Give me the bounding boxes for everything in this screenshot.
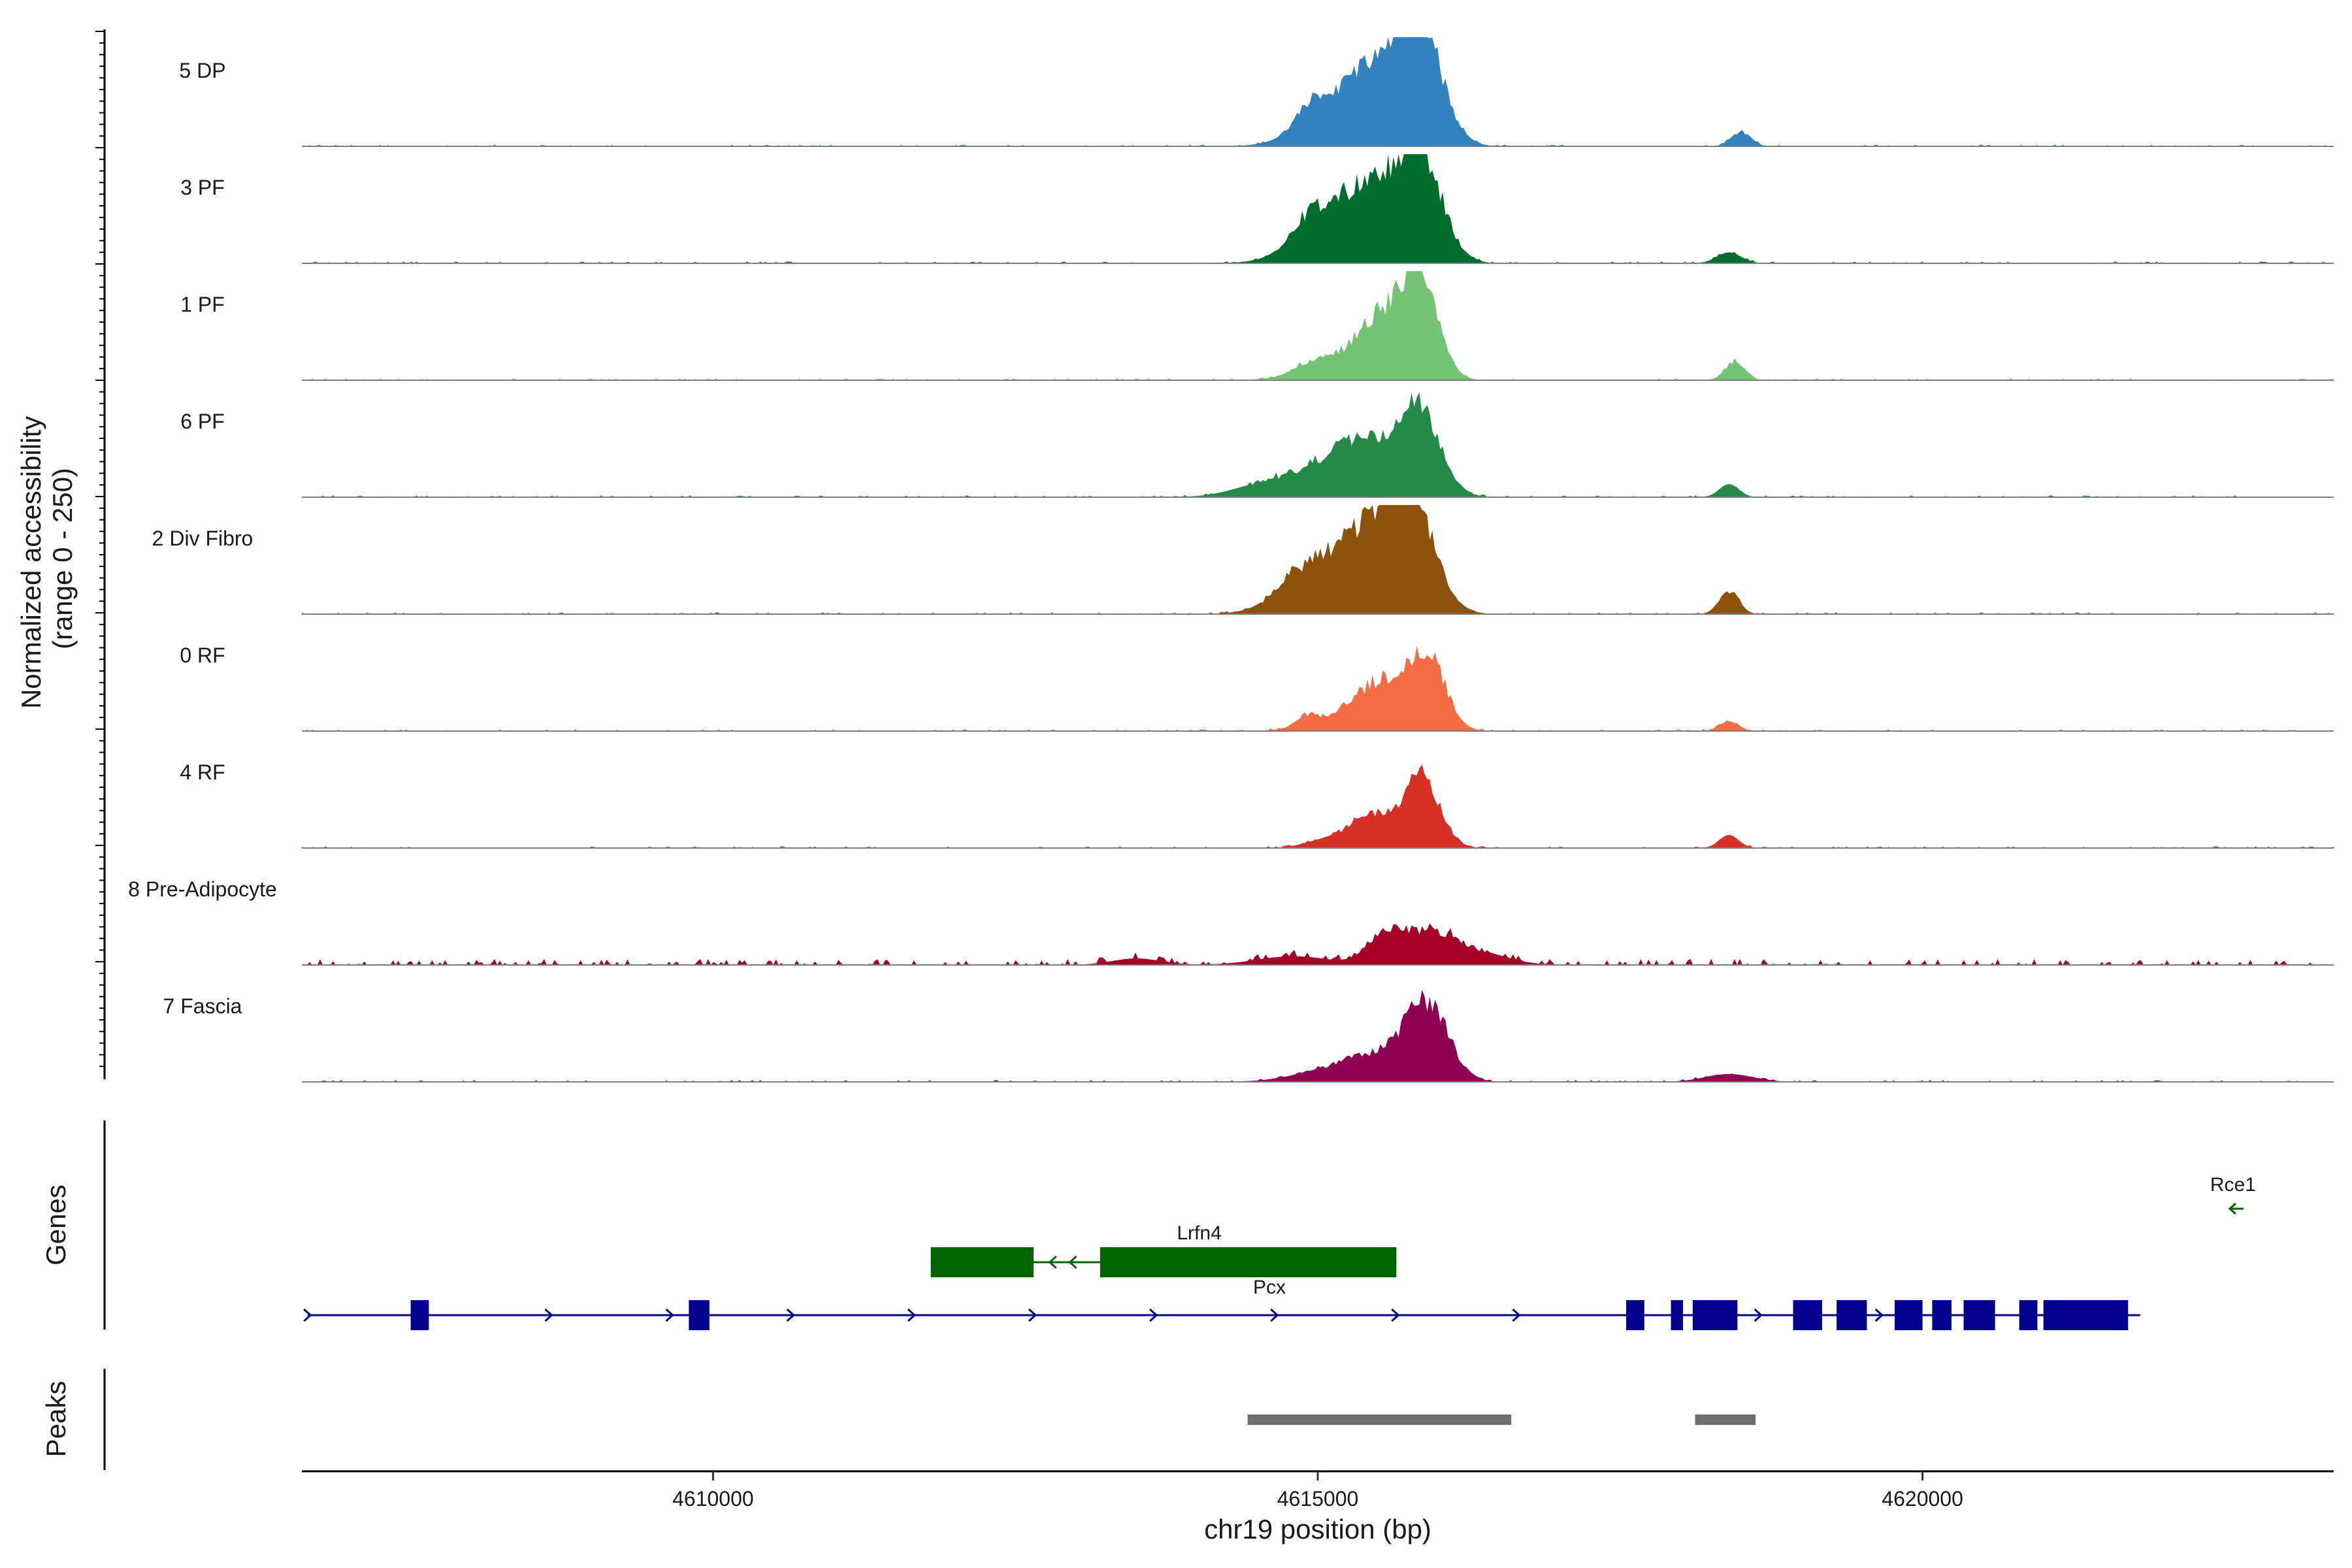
- gene-exon: [1626, 1300, 1644, 1330]
- gene-strand-arrow: [1149, 1308, 1158, 1322]
- track-label: 2 Div Fibro: [152, 527, 253, 550]
- peak-regions-track: [1247, 1414, 1756, 1425]
- gene-exon: [1963, 1300, 1995, 1330]
- x-axis-title: chr19 position (bp): [1204, 1514, 1431, 1544]
- gene-label: Lrfn4: [1177, 1222, 1221, 1244]
- track-1-pf: 1 PF: [180, 271, 2334, 381]
- gene-strand-arrow: [1874, 1308, 1884, 1322]
- gene-strand-arrow: [1754, 1308, 1763, 1322]
- x-tick-label: 4620000: [1882, 1487, 1963, 1511]
- coverage-area: [302, 271, 2334, 380]
- coverage-area: [302, 37, 2334, 146]
- gene-exon: [1100, 1247, 1397, 1277]
- gene-strand-arrow: [1028, 1308, 1037, 1322]
- gene-strand-arrow: [786, 1308, 795, 1322]
- coverage-area: [302, 505, 2334, 614]
- track-label: 6 PF: [180, 410, 225, 433]
- gene-label: Pcx: [1253, 1277, 1286, 1298]
- gene-strand-arrow: [544, 1308, 553, 1322]
- track-label: 1 PF: [180, 293, 225, 316]
- track-label: 5 DP: [179, 59, 225, 82]
- track-4-rf: 4 RF: [180, 760, 2334, 849]
- gene-exon: [1837, 1300, 1867, 1330]
- gene-annotation-track: Lrfn4 Pcx Rce1: [303, 1174, 2256, 1330]
- genes-panel-title: Genes: [41, 1184, 71, 1266]
- track-8-pre-adipocyte: 8 Pre-Adipocyte: [128, 877, 2334, 966]
- track-2-div-fibro: 2 Div Fibro: [152, 505, 2334, 615]
- track-label: 8 Pre-Adipocyte: [128, 877, 277, 901]
- track-6-pf: 6 PF: [180, 392, 2334, 498]
- peaks-panel-title: Peaks: [41, 1381, 71, 1458]
- gene-strand-arrow: [303, 1308, 312, 1322]
- coverage-y-ticks: [95, 31, 105, 1068]
- coverage-tracks: 5 DP 3 PF 1 PF 6 PF 2 Div Fibro 0 RF 4 RF 8 Pre…: [128, 37, 2334, 1083]
- x-tick-label: 4615000: [1277, 1487, 1359, 1511]
- track-5-dp: 5 DP: [179, 37, 2334, 147]
- y-axis-title-line2: (range 0 - 250): [47, 468, 78, 649]
- x-tick-label: 4610000: [672, 1487, 754, 1511]
- coverage-area: [302, 154, 2334, 263]
- track-7-fascia: 7 Fascia: [163, 990, 2334, 1083]
- track-label: 4 RF: [180, 760, 225, 784]
- gene-strand-arrow: [2228, 1202, 2236, 1215]
- y-axis-title: Normalized accessibility (range 0 - 250): [16, 408, 78, 709]
- gene-strand-arrow: [1068, 1255, 1077, 1269]
- track-label: 7 Fascia: [163, 994, 242, 1018]
- gene-rce1: Rce1: [2210, 1174, 2256, 1215]
- track-3-pf: 3 PF: [180, 154, 2334, 264]
- x-axis-ticks: 4610000 4615000 4620000: [672, 1471, 1963, 1511]
- gene-lrfn4: Lrfn4: [930, 1222, 1397, 1277]
- gene-pcx: Pcx: [303, 1277, 2140, 1330]
- gene-strand-arrow: [1270, 1308, 1279, 1322]
- gene-strand-arrow: [907, 1308, 917, 1322]
- y-axis-title-line1: Normalized accessibility: [16, 416, 46, 709]
- gene-exon: [2043, 1300, 2129, 1330]
- track-label: 0 RF: [180, 644, 225, 667]
- track-label: 3 PF: [180, 176, 225, 199]
- gene-strand-arrow: [1512, 1308, 1521, 1322]
- peak-region: [1695, 1414, 1756, 1425]
- gene-exon: [1895, 1300, 1923, 1330]
- gene-exon: [1932, 1300, 1952, 1330]
- gene-label: Rce1: [2210, 1174, 2256, 1196]
- gene-exon: [1692, 1300, 1738, 1330]
- gene-exon: [930, 1247, 1034, 1277]
- gene-exon: [1671, 1300, 1684, 1330]
- gene-exon: [410, 1300, 429, 1330]
- gene-exon: [1793, 1300, 1822, 1330]
- coverage-area: [302, 392, 2334, 497]
- gene-exon: [2019, 1300, 2038, 1330]
- coverage-area: [302, 645, 2334, 731]
- gene-strand-arrow: [1048, 1255, 1057, 1269]
- gene-exon: [689, 1300, 710, 1330]
- gene-strand-arrow: [1391, 1308, 1400, 1322]
- gene-strand-arrow: [665, 1308, 674, 1322]
- track-0-rf: 0 RF: [180, 644, 2334, 732]
- peak-region: [1247, 1414, 1512, 1425]
